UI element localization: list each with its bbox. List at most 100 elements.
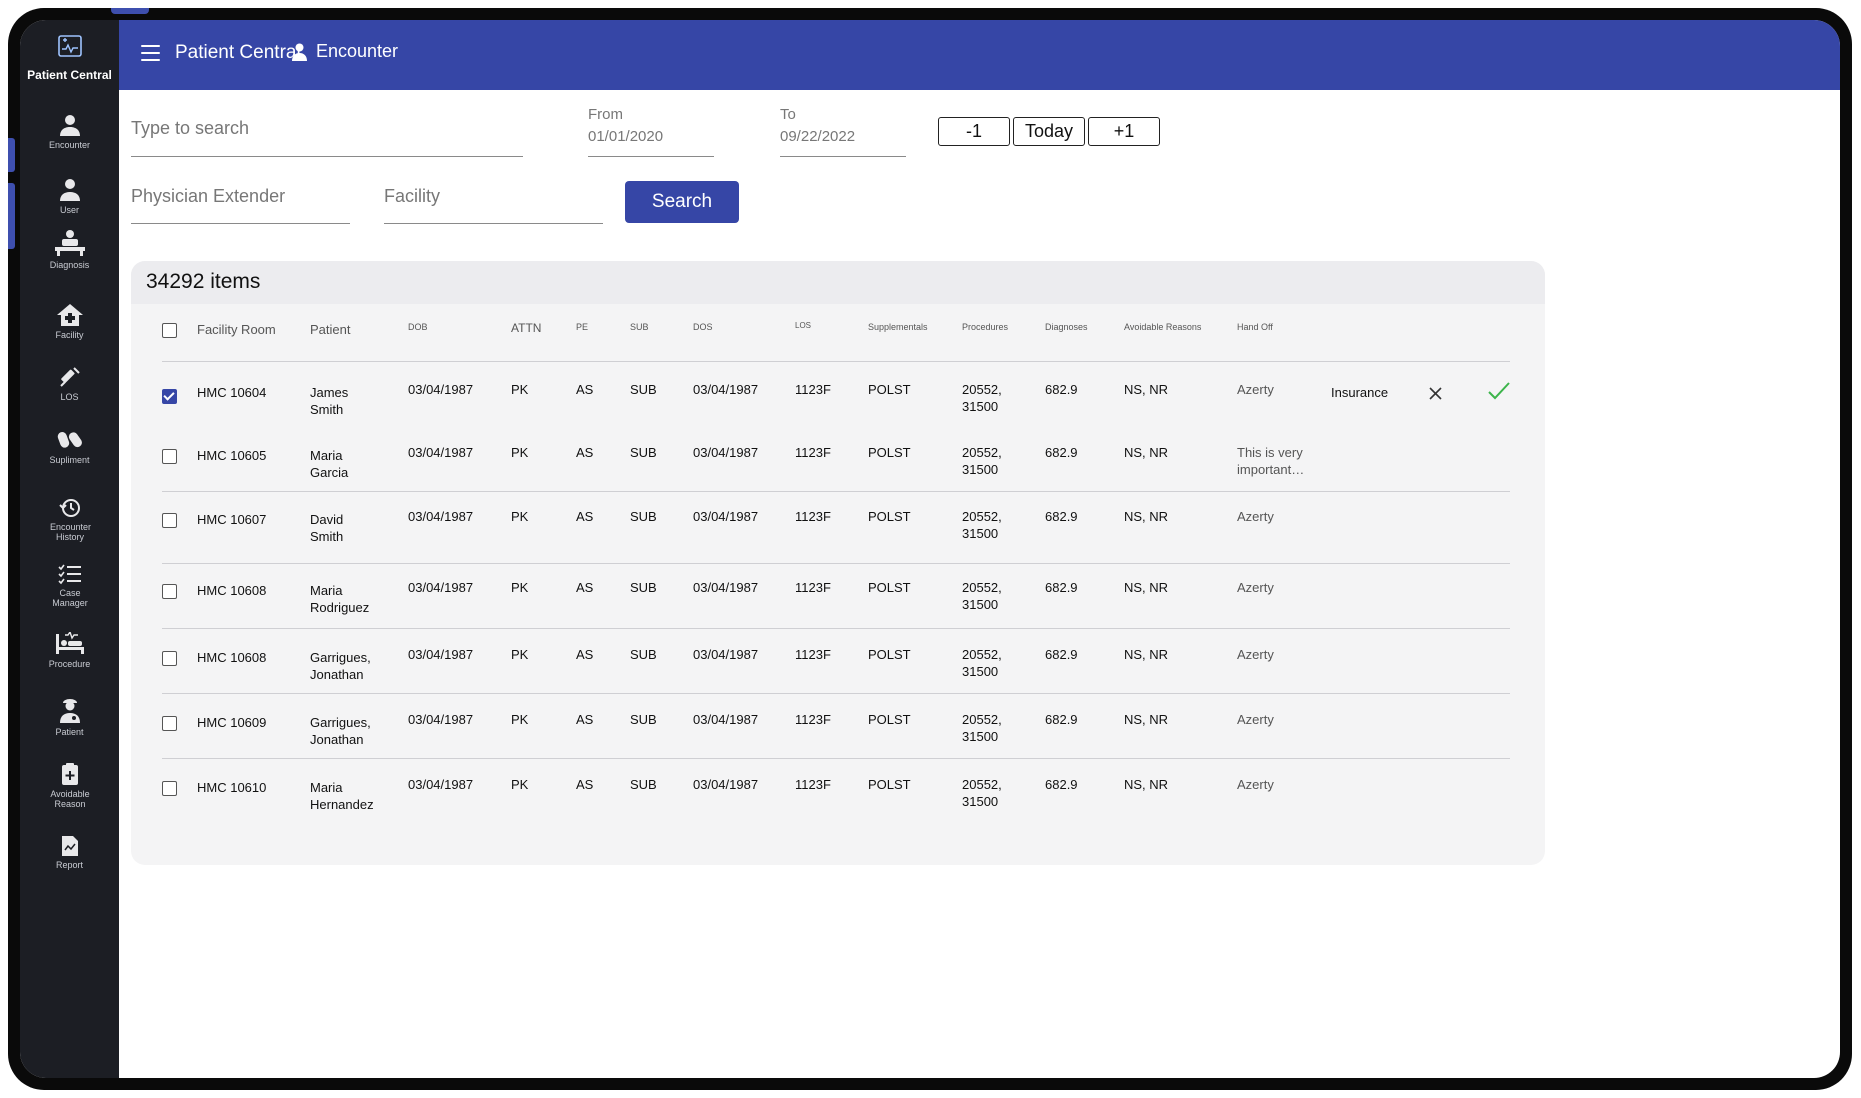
row-checkbox[interactable] — [162, 584, 177, 599]
facility-field[interactable] — [384, 186, 603, 224]
device-side-button — [8, 183, 15, 249]
search-button[interactable]: Search — [625, 181, 739, 223]
sidebar-item-label: User — [59, 205, 79, 215]
column-header-dob[interactable]: DOB — [408, 322, 428, 332]
cell-patient: James Smith — [310, 385, 349, 417]
cell-supplementals: POLST — [868, 647, 911, 662]
cell-patient: Maria Garcia — [310, 448, 349, 480]
column-header-patient[interactable]: Patient — [310, 322, 351, 337]
previous-day-button[interactable]: -1 — [938, 117, 1010, 146]
brand[interactable]: Patient Central — [20, 34, 119, 82]
cell-supplementals: POLST — [868, 382, 911, 397]
column-header-hand-off[interactable]: Hand Off — [1237, 322, 1273, 332]
syringe-icon — [59, 367, 80, 387]
select-all-checkbox[interactable] — [162, 323, 177, 338]
column-header-procedures[interactable]: Procedures — [962, 322, 1009, 332]
cell-los: 1123F — [795, 647, 831, 662]
cell-hand-off: This is very important… — [1237, 445, 1305, 477]
app-header: Patient Central Encounter — [119, 20, 1840, 90]
cell-supplementals: POLST — [868, 580, 911, 595]
cell-los: 1123F — [795, 777, 831, 792]
hand-off-type-label[interactable]: Insurance — [1331, 385, 1389, 400]
column-header-supplementals[interactable]: Supplementals — [868, 322, 928, 332]
row-checkbox[interactable] — [162, 651, 177, 666]
row-checkbox[interactable] — [162, 513, 177, 528]
sidebar-item-report[interactable]: Report — [20, 835, 119, 870]
reject-close-icon[interactable] — [1429, 387, 1442, 400]
facility-input[interactable] — [384, 186, 603, 207]
cell-attn: PK — [511, 580, 529, 595]
row-checkbox[interactable] — [162, 781, 177, 796]
cell-hand-off: Azerty — [1237, 712, 1274, 727]
screen: Patient Central Encounter User Diagnosis… — [20, 20, 1840, 1078]
column-header-dos[interactable]: DOS — [693, 322, 713, 332]
sidebar-item-supliment[interactable]: Supliment — [20, 428, 119, 465]
device-indicator — [111, 8, 149, 14]
sidebar-item-label: Supliment — [49, 455, 90, 465]
cell-facility-room: HMC 10608 — [197, 583, 267, 598]
cell-facility-room: HMC 10605 — [197, 448, 267, 463]
search-field[interactable] — [131, 118, 523, 157]
cell-dos: 03/04/1987 — [693, 382, 759, 397]
stethoscope-user-icon — [59, 115, 80, 136]
row-checkbox[interactable] — [162, 449, 177, 464]
cell-pe: AS — [576, 647, 594, 662]
user-icon — [292, 43, 307, 61]
sidebar-item-label: Procedure — [48, 659, 91, 669]
sidebar: Patient Central Encounter User Diagnosis… — [20, 20, 119, 1078]
hamburger-menu-icon[interactable] — [141, 45, 160, 61]
bed-icon — [55, 632, 84, 654]
sidebar-item-label: Avoidable Reason — [50, 789, 90, 809]
item-count: 34292 items — [146, 270, 261, 293]
cell-patient: Maria Hernandez — [310, 780, 374, 812]
column-header-facility-room[interactable]: Facility Room — [197, 322, 276, 337]
column-header-pe[interactable]: PE — [576, 322, 589, 332]
column-header-los[interactable]: LOS — [795, 321, 812, 330]
from-date-field[interactable]: From 01/01/2020 — [588, 106, 714, 157]
cell-dob: 03/04/1987 — [408, 712, 474, 727]
column-header-attn[interactable]: ATTN — [511, 321, 542, 335]
monitor-heart-icon — [57, 35, 82, 57]
from-date-value[interactable]: 01/01/2020 — [588, 128, 664, 145]
accept-check-icon[interactable] — [1487, 381, 1511, 401]
today-button[interactable]: Today — [1013, 117, 1085, 146]
row-checkbox[interactable] — [162, 389, 177, 404]
cell-diagnoses: 682.9 — [1045, 580, 1078, 595]
search-input[interactable] — [131, 118, 523, 139]
from-label: From — [588, 106, 623, 123]
next-day-button[interactable]: +1 — [1088, 117, 1160, 146]
column-header-avoidable-reasons[interactable]: Avoidable Reasons — [1124, 322, 1202, 332]
cell-avoidable-reasons: NS, NR — [1124, 445, 1169, 460]
cell-procedures: 20552, 31500 — [962, 509, 1002, 541]
cell-hand-off: Azerty — [1237, 580, 1274, 595]
cell-avoidable-reasons: NS, NR — [1124, 647, 1169, 662]
cell-sub: SUB — [630, 445, 657, 460]
table-header-bar: 34292 items — [131, 261, 1545, 304]
breadcrumb[interactable]: Encounter — [292, 41, 398, 62]
to-date-field[interactable]: To 09/22/2022 — [780, 106, 906, 157]
row-checkbox[interactable] — [162, 716, 177, 731]
physician-extender-field[interactable] — [131, 186, 350, 224]
sidebar-item-los[interactable]: LOS — [20, 365, 119, 402]
cell-avoidable-reasons: NS, NR — [1124, 580, 1169, 595]
checklist-icon — [57, 564, 81, 585]
sidebar-item-diagnosis[interactable]: Diagnosis — [20, 229, 119, 270]
sidebar-item-facility[interactable]: Facility — [20, 303, 119, 340]
sidebar-item-patient[interactable]: Patient — [20, 698, 119, 737]
to-date-value[interactable]: 09/22/2022 — [780, 128, 856, 145]
device-frame: Patient Central Encounter User Diagnosis… — [8, 8, 1852, 1090]
sidebar-item-encounter[interactable]: Encounter — [20, 113, 119, 150]
sidebar-item-case-manager[interactable]: Case Manager — [20, 563, 119, 608]
cell-supplementals: POLST — [868, 445, 911, 460]
sidebar-item-procedure[interactable]: Procedure — [20, 632, 119, 669]
cell-supplementals: POLST — [868, 777, 911, 792]
column-header-sub[interactable]: SUB — [630, 322, 649, 332]
sidebar-item-encounter-history[interactable]: Encounter History — [20, 497, 119, 542]
column-header-diagnoses[interactable]: Diagnoses — [1045, 322, 1088, 332]
sidebar-item-user[interactable]: User — [20, 178, 119, 215]
sidebar-item-avoidable-reason[interactable]: Avoidable Reason — [20, 762, 119, 809]
cell-dob: 03/04/1987 — [408, 777, 474, 792]
pills-icon — [57, 432, 82, 448]
cell-dos: 03/04/1987 — [693, 580, 759, 595]
physician-extender-input[interactable] — [131, 186, 350, 207]
